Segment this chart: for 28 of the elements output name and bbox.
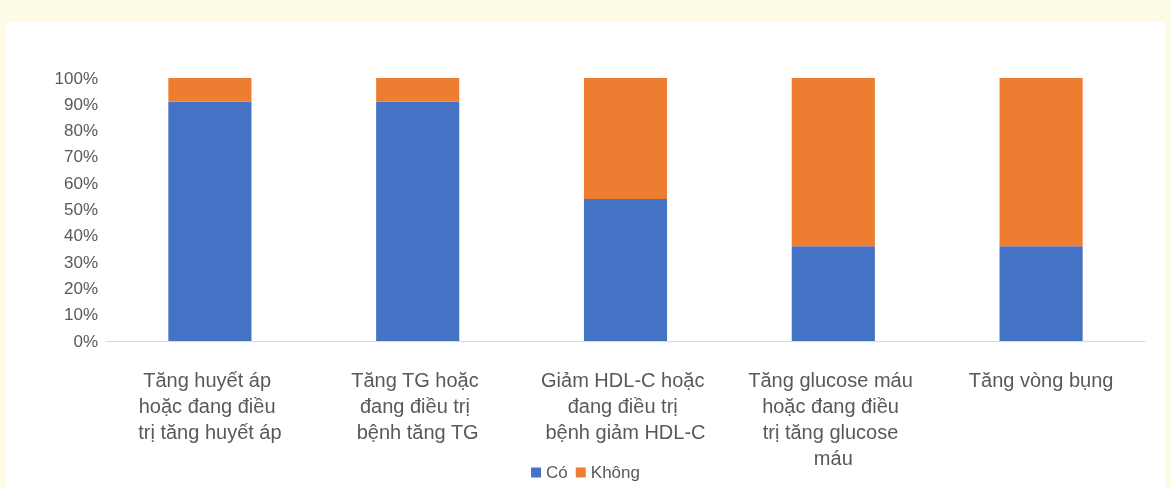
x-tick-label: Giảm HDL-C hoặc đang điều trị bệnh giảm HDL-C [541,369,710,443]
bar [791,78,875,247]
y-tick-label: 80% [63,121,98,141]
y-tick-label: 10% [63,305,98,325]
legend-label: Có [546,463,568,482]
x-tick-label: Tăng glucose máu hoặc đang điều trị tăng glucose máu [748,369,919,469]
bar [583,78,668,199]
bar [168,78,252,102]
y-tick-label: 40% [63,226,98,246]
bar [376,78,460,102]
y-tick-label: 60% [63,173,98,193]
legend-label: Không [590,463,640,482]
y-tick-label: 30% [63,252,98,272]
bar [999,78,1083,247]
x-tick-label: Tăng huyết áp hoặc đang điều trị tăng huyết áp [138,369,282,443]
bar [999,246,1083,341]
x-tick-label: Tăng TG hoặc đang điều trị bệnh tăng TG [351,369,485,443]
y-tick-label: 100% [54,68,98,88]
bar [583,198,668,341]
bar [791,246,875,341]
bar [168,101,252,341]
y-tick-label: 50% [63,200,98,219]
y-tick-label: 0% [73,331,98,351]
y-tick-label: 90% [63,94,98,114]
x-tick-label: Tăng vòng bụng [968,369,1114,391]
y-tick-label: 70% [63,147,98,167]
y-tick-label: 20% [63,278,98,298]
bar [376,101,460,341]
